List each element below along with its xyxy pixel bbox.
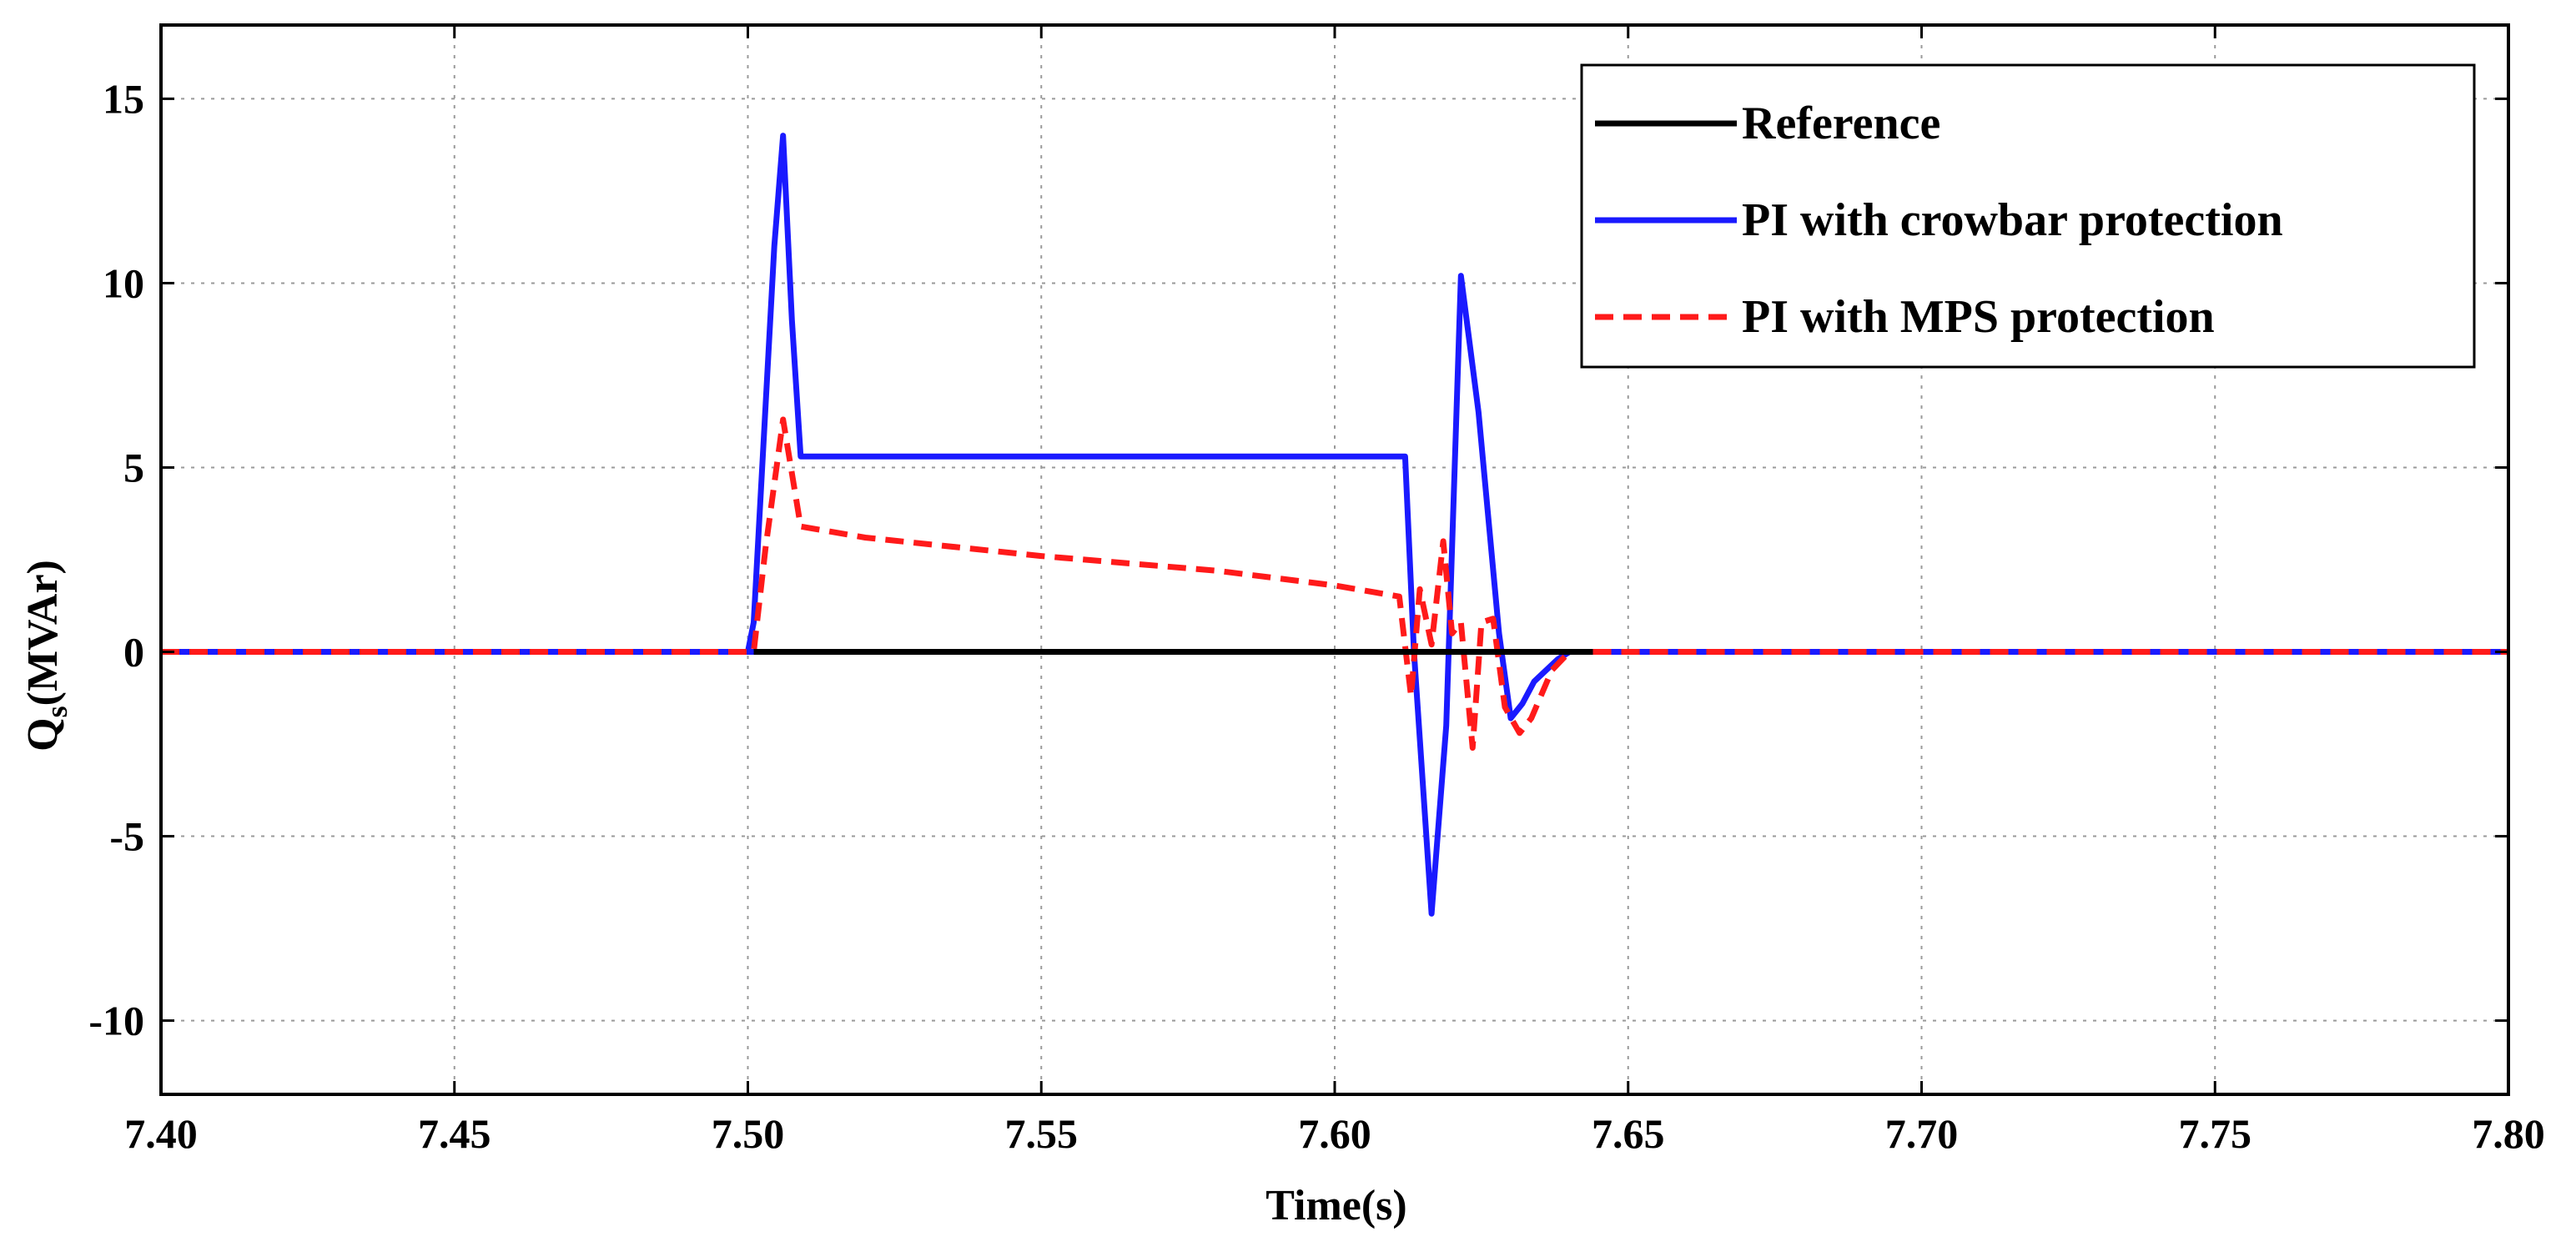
y-tick-label: -5 bbox=[109, 813, 144, 860]
series-line-pi-with-mps-protection bbox=[161, 416, 2508, 751]
x-tick-label: 7.40 bbox=[124, 1110, 198, 1157]
series-lines bbox=[161, 133, 2508, 917]
legend: Reference PI with crowbar protection PI wi… bbox=[1580, 63, 2476, 369]
x-axis-label: Time(s) bbox=[1265, 1182, 1406, 1229]
x-tick-label: 7.70 bbox=[1885, 1110, 1959, 1157]
y-tick-label: 10 bbox=[103, 259, 144, 306]
grid-lines bbox=[161, 25, 2508, 1094]
y-tick-label: -10 bbox=[88, 998, 144, 1044]
x-tick-label: 7.75 bbox=[2179, 1110, 2252, 1157]
y-axis-label-unit: (MVAr) bbox=[19, 560, 67, 706]
legend-label: PI with crowbar protection bbox=[1742, 194, 2283, 246]
y-tick-label: 5 bbox=[123, 444, 144, 490]
x-tick-label: 7.45 bbox=[418, 1110, 491, 1157]
series-line-pi-with-crowbar-protection bbox=[161, 133, 2508, 917]
y-tick-label: 0 bbox=[123, 629, 144, 676]
y-axis-label: Qs(MVAr) bbox=[19, 560, 73, 752]
y-axis-label-main: Q bbox=[19, 717, 67, 751]
x-tick-label: 7.50 bbox=[712, 1110, 785, 1157]
x-tick-label: 7.80 bbox=[2472, 1110, 2545, 1157]
legend-label: Reference bbox=[1742, 98, 1940, 149]
axis-labels: Time(s) Qs(MVAr) bbox=[19, 560, 1407, 1229]
axis-ticks: 7.40 7.45 7.50 7.55 7.60 7.65 7.70 7.75 7.80 15 10… bbox=[88, 25, 2545, 1157]
x-tick-label: 7.60 bbox=[1298, 1110, 1371, 1157]
y-tick-label: 15 bbox=[103, 75, 144, 122]
x-tick-label: 7.65 bbox=[1592, 1110, 1665, 1157]
legend-box bbox=[1580, 63, 2476, 369]
y-axis-label-subscript: s bbox=[40, 706, 73, 717]
legend-label: PI with MPS protection bbox=[1742, 291, 2215, 343]
legend-entries: Reference PI with crowbar protection PI wi… bbox=[1595, 98, 2283, 343]
x-tick-label: 7.55 bbox=[1005, 1110, 1079, 1157]
